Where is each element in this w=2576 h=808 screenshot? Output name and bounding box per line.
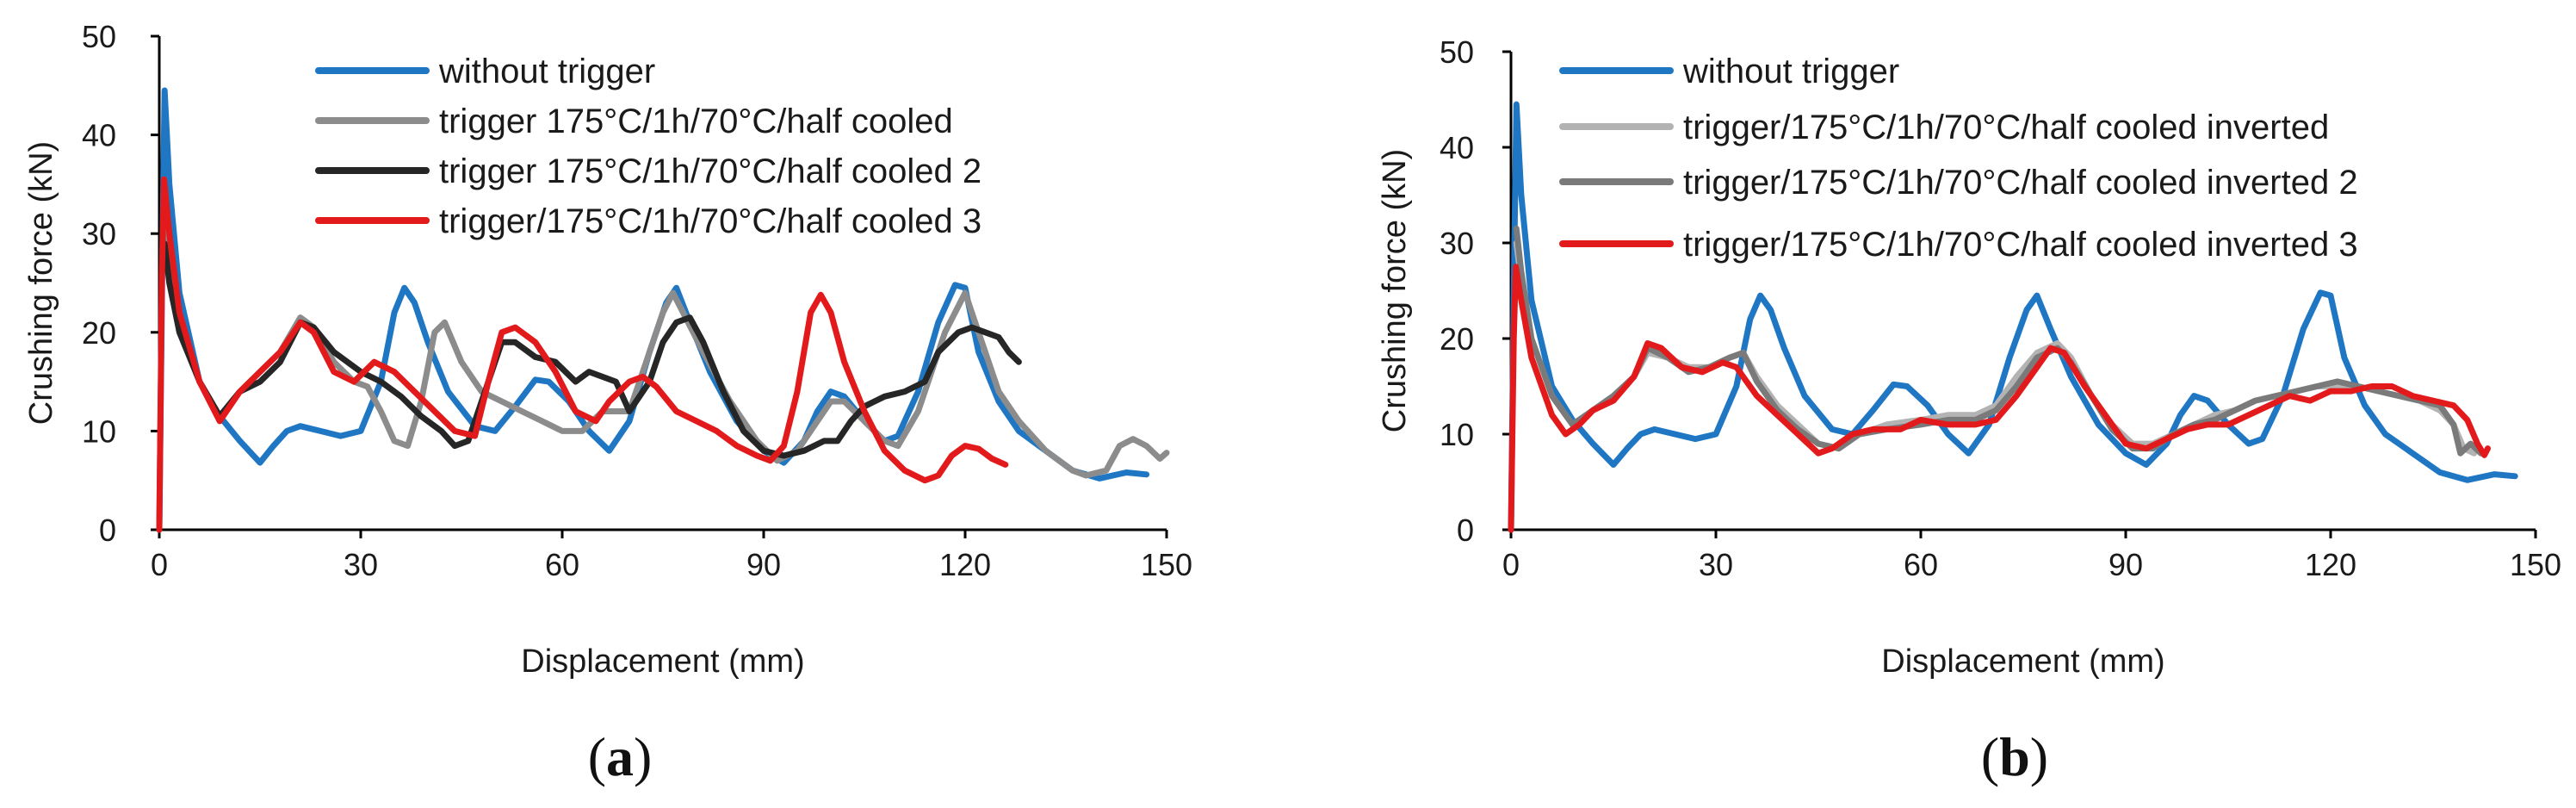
y-tick-label: 20: [82, 315, 116, 351]
x-tick-label: 60: [545, 547, 579, 582]
legend-label-3: trigger/175°C/1h/70°C/half cooled invert…: [1683, 164, 2358, 202]
x-tick-label: 0: [151, 547, 168, 582]
legend-label-3: trigger 175°C/1h/70°C/half cooled 2: [439, 152, 981, 190]
y-tick-label: 0: [1457, 513, 1474, 548]
chart-panel-b: 0 10 20 30 40 50 0 30 60 90 120 150 Crushing force (…: [1377, 34, 2561, 787]
y-axis-title: Crushing force (kN): [23, 141, 59, 425]
x-tick-label: 150: [1141, 547, 1192, 582]
y-tick-label: 0: [99, 513, 116, 548]
x-tick-label: 30: [1699, 547, 1733, 582]
legend: without trigger trigger 175°C/1h/70°C/hal…: [315, 53, 981, 240]
chart-panel-a: 0 10 20 30 40 50 0 30 60 90 120 150 Crushing force (…: [23, 19, 1192, 787]
legend-label-4: trigger/175°C/1h/70°C/half cooled 3: [439, 202, 981, 240]
legend-label-2: trigger 175°C/1h/70°C/half cooled: [439, 103, 953, 140]
x-tick-label: 90: [2108, 547, 2143, 582]
y-tick-label: 20: [1440, 321, 1474, 357]
y-tick-label: 10: [1440, 417, 1474, 452]
y-tick-label: 30: [82, 216, 116, 252]
x-tick-label: 150: [2510, 547, 2561, 582]
y-tick-label: 40: [82, 118, 116, 153]
x-tick-label: 30: [344, 547, 378, 582]
x-tick-label: 120: [939, 547, 991, 582]
y-axis-title: Crushing force (kN): [1377, 149, 1413, 432]
series-line-2: [161, 230, 1170, 479]
x-axis-title: Displacement (mm): [521, 643, 804, 680]
legend-label-1: without trigger: [438, 53, 655, 90]
series-line-1: [1508, 101, 2518, 533]
legend-label-1: without trigger: [1682, 53, 1899, 90]
x-tick-label: 0: [1502, 547, 1520, 582]
panel-label: (a): [588, 726, 653, 787]
series-line-3: [1513, 225, 2484, 457]
y-tick-label: 50: [1440, 34, 1474, 70]
y-tick-label: 40: [1440, 130, 1474, 165]
legend-label-2: trigger/175°C/1h/70°C/half cooled invert…: [1683, 109, 2329, 146]
legend: without trigger trigger/175°C/1h/70°C/hal…: [1559, 53, 2358, 264]
x-tick-label: 120: [2305, 547, 2356, 582]
series-line-4: [156, 176, 1009, 533]
panel-label: (b): [1981, 726, 2048, 787]
series-line-4: [1508, 264, 2491, 533]
x-axis-title: Displacement (mm): [1881, 643, 2164, 680]
y-tick-label: 10: [82, 413, 116, 449]
series-line-1: [156, 87, 1150, 533]
y-tick-label: 50: [82, 19, 116, 54]
series-line-2: [1513, 239, 2478, 457]
y-tick-label: 30: [1440, 226, 1474, 261]
legend-label-4: trigger/175°C/1h/70°C/half cooled invert…: [1683, 226, 2358, 264]
x-tick-label: 90: [746, 547, 781, 582]
x-tick-label: 60: [1904, 547, 1938, 582]
